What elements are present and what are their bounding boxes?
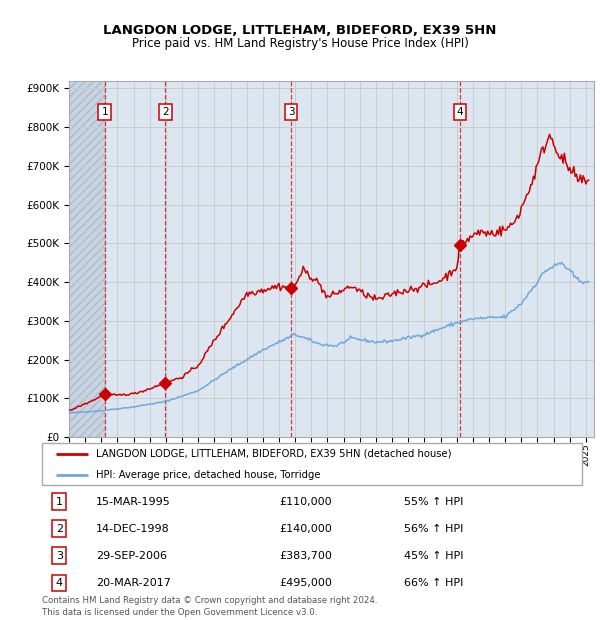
Text: 4: 4 <box>457 107 464 117</box>
Text: 4: 4 <box>56 578 63 588</box>
Text: 1: 1 <box>56 497 63 507</box>
Text: LANGDON LODGE, LITTLEHAM, BIDEFORD, EX39 5HN: LANGDON LODGE, LITTLEHAM, BIDEFORD, EX39… <box>103 24 497 37</box>
Text: 15-MAR-1995: 15-MAR-1995 <box>96 497 171 507</box>
Text: 3: 3 <box>56 551 63 560</box>
Bar <box>69 81 104 437</box>
Text: Price paid vs. HM Land Registry's House Price Index (HPI): Price paid vs. HM Land Registry's House … <box>131 37 469 50</box>
Text: LANGDON LODGE, LITTLEHAM, BIDEFORD, EX39 5HN (detached house): LANGDON LODGE, LITTLEHAM, BIDEFORD, EX39… <box>96 449 452 459</box>
Text: 29-SEP-2006: 29-SEP-2006 <box>96 551 167 560</box>
Text: 1: 1 <box>101 107 108 117</box>
Text: 56% ↑ HPI: 56% ↑ HPI <box>404 524 463 534</box>
Text: 3: 3 <box>288 107 295 117</box>
Text: HPI: Average price, detached house, Torridge: HPI: Average price, detached house, Torr… <box>96 470 320 480</box>
Text: 20-MAR-2017: 20-MAR-2017 <box>96 578 171 588</box>
Text: £495,000: £495,000 <box>280 578 332 588</box>
Bar <box>69 81 104 437</box>
Text: 66% ↑ HPI: 66% ↑ HPI <box>404 578 463 588</box>
Text: Contains HM Land Registry data © Crown copyright and database right 2024.
This d: Contains HM Land Registry data © Crown c… <box>42 596 377 617</box>
Text: 45% ↑ HPI: 45% ↑ HPI <box>404 551 463 560</box>
Text: 2: 2 <box>162 107 169 117</box>
Text: £140,000: £140,000 <box>280 524 332 534</box>
Text: 2: 2 <box>56 524 63 534</box>
Text: 55% ↑ HPI: 55% ↑ HPI <box>404 497 463 507</box>
Text: £110,000: £110,000 <box>280 497 332 507</box>
Text: 14-DEC-1998: 14-DEC-1998 <box>96 524 170 534</box>
Text: £383,700: £383,700 <box>280 551 332 560</box>
